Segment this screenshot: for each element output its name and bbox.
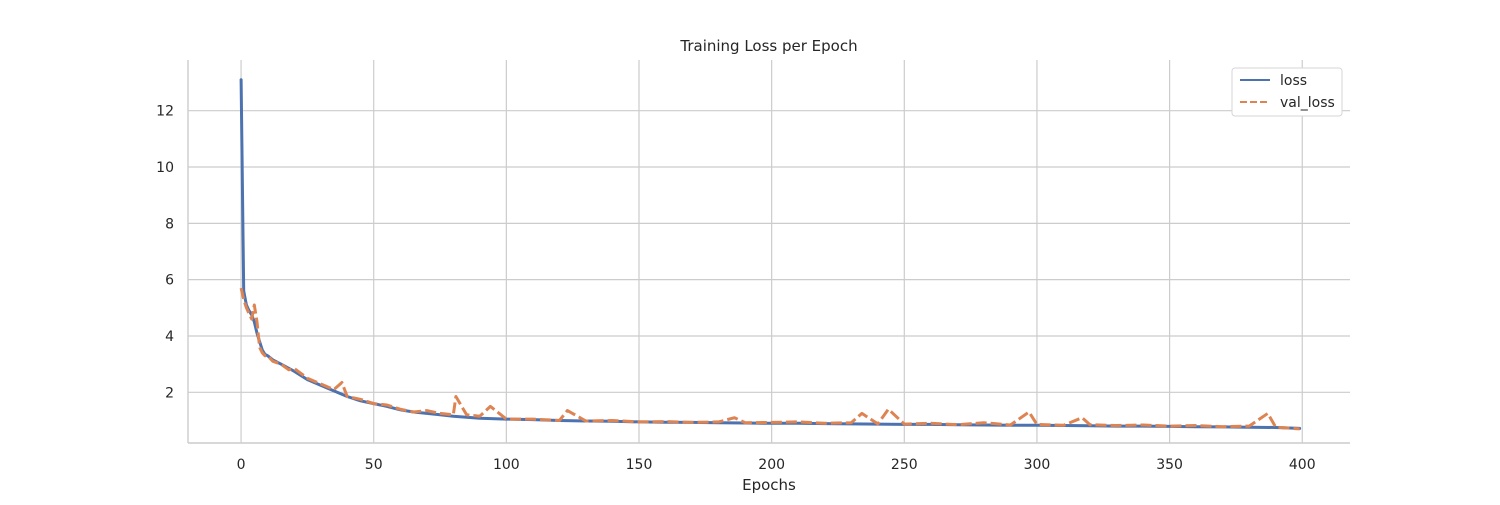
legend-label-loss: loss [1280, 73, 1307, 89]
x-axis-label: Epochs [742, 476, 796, 494]
y-tick-label: 10 [156, 160, 174, 176]
legend: loss val_loss [1231, 67, 1343, 117]
y-tick-label: 8 [165, 216, 174, 232]
series-line-val-loss [239, 287, 1300, 431]
chart-title: Training Loss per Epoch [679, 37, 857, 55]
x-tick-label: 350 [1156, 457, 1183, 473]
y-tick-label: 2 [165, 385, 174, 401]
series-line-loss [239, 78, 1302, 430]
x-tick-label: 400 [1289, 457, 1316, 473]
x-tick-label: 300 [1024, 457, 1051, 473]
x-tick-label: 250 [891, 457, 918, 473]
x-tick-label: 200 [758, 457, 785, 473]
y-tick-label: 4 [165, 329, 174, 345]
y-tick-label: 6 [165, 273, 174, 289]
y-tick-label: 12 [156, 104, 174, 120]
x-tick-label: 0 [237, 457, 246, 473]
x-tick-label: 100 [493, 457, 520, 473]
x-tick-label: 150 [626, 457, 653, 473]
x-tick-label: 50 [365, 457, 383, 473]
legend-label-val-loss: val_loss [1280, 95, 1335, 111]
